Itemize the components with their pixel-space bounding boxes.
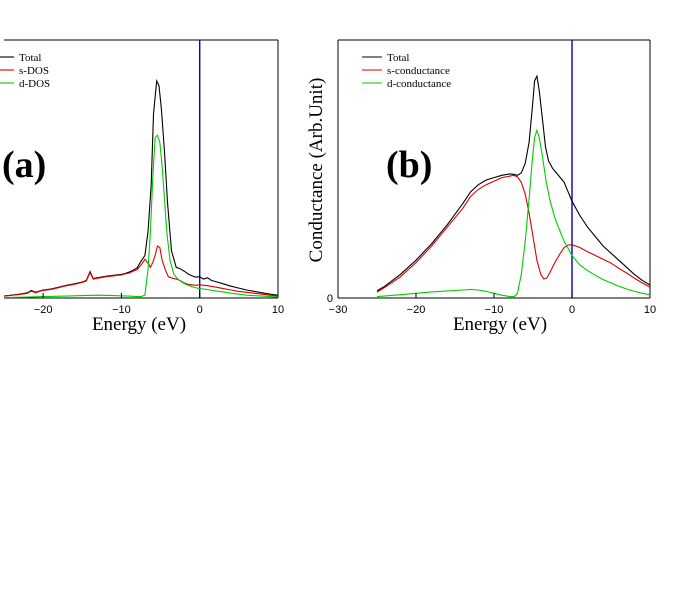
x-tick-label: −20	[407, 304, 426, 316]
series-line-s-dos	[3, 245, 279, 297]
x-tick-label: 0	[197, 304, 203, 316]
panel-a-label: (a)	[2, 144, 46, 186]
legend-label: d-DOS	[19, 78, 50, 90]
x-tick-label: −20	[34, 304, 53, 316]
panel-a-frame	[4, 39, 279, 299]
x-tick-label: −10	[112, 304, 131, 316]
panel-b-x-ticks: −30 −20 −10 0 10	[329, 293, 656, 316]
panel-b-series	[376, 74, 651, 298]
legend-label: Total	[19, 52, 41, 64]
series-line-d-dos	[3, 134, 279, 299]
series-line-total	[376, 74, 651, 292]
panel-b-x-axis-label: Energy (eV)	[453, 314, 547, 335]
series-line-d-conductance	[376, 128, 651, 298]
x-tick-label: −10	[485, 304, 504, 316]
legend-label: Total	[387, 52, 409, 64]
x-tick-label: 10	[644, 304, 656, 316]
panel-b-y-ticks: 0	[327, 293, 333, 305]
y-tick-label: 0	[327, 293, 333, 305]
panel-a-x-ticks: −20 −10 0 10	[34, 293, 284, 316]
panel-b: −30 −20 −10 0 10 0 Totals-conductanced-condu…	[306, 39, 656, 335]
panel-b-y-axis-label: Conductance (Arb.Unit)	[306, 78, 327, 263]
legend-label: s-conductance	[387, 65, 450, 77]
panel-a-x-axis-label: Energy (eV)	[92, 314, 186, 335]
panel-b-label: (b)	[386, 144, 432, 186]
x-tick-label: 0	[569, 304, 575, 316]
panel-a-series	[3, 78, 279, 299]
legend-label: d-conductance	[387, 78, 451, 90]
x-tick-label: 10	[272, 304, 284, 316]
series-line-s-conductance	[376, 174, 651, 293]
series-line-total	[3, 78, 279, 297]
x-tick-label: −30	[329, 304, 348, 316]
legend-label: s-DOS	[19, 65, 49, 77]
